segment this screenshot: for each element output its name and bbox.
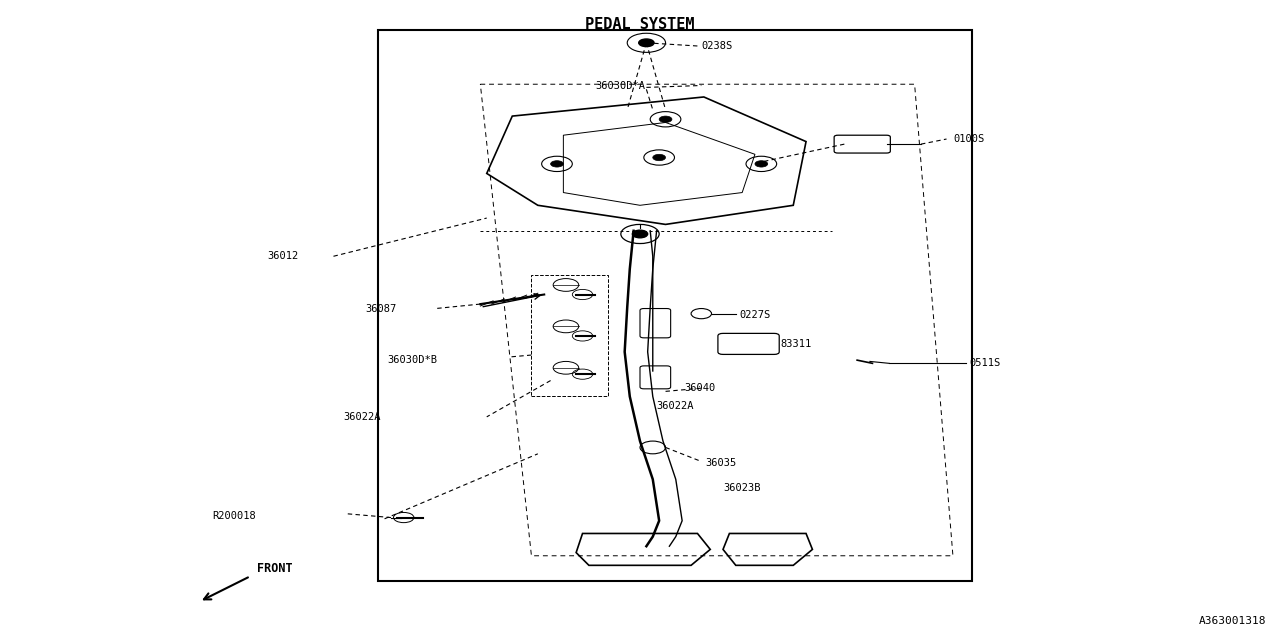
Text: 36023B: 36023B	[723, 483, 760, 493]
Text: 36030D*A: 36030D*A	[595, 81, 645, 90]
Text: 36022A: 36022A	[657, 401, 694, 411]
Text: 36022A: 36022A	[344, 412, 381, 422]
Circle shape	[755, 161, 768, 167]
Circle shape	[639, 39, 654, 47]
Text: 0100S: 0100S	[952, 134, 984, 144]
Text: FRONT: FRONT	[257, 562, 292, 575]
Bar	[378, 30, 972, 581]
Text: 36012: 36012	[268, 252, 298, 261]
Text: R200018: R200018	[212, 511, 256, 521]
Circle shape	[550, 161, 563, 167]
Text: 36040: 36040	[685, 383, 716, 393]
Circle shape	[632, 230, 648, 238]
Text: 36030D*B: 36030D*B	[387, 355, 436, 365]
Circle shape	[653, 154, 666, 161]
Text: 83311: 83311	[781, 339, 812, 349]
Text: 0227S: 0227S	[740, 310, 771, 320]
Text: A363001318: A363001318	[1198, 616, 1266, 626]
Text: 36035: 36035	[705, 458, 736, 468]
Text: 0238S: 0238S	[701, 41, 732, 51]
Text: 0511S: 0511S	[969, 358, 1001, 369]
Bar	[531, 275, 608, 396]
Text: 36087: 36087	[365, 303, 397, 314]
Circle shape	[659, 116, 672, 122]
Text: PEDAL SYSTEM: PEDAL SYSTEM	[585, 17, 695, 32]
